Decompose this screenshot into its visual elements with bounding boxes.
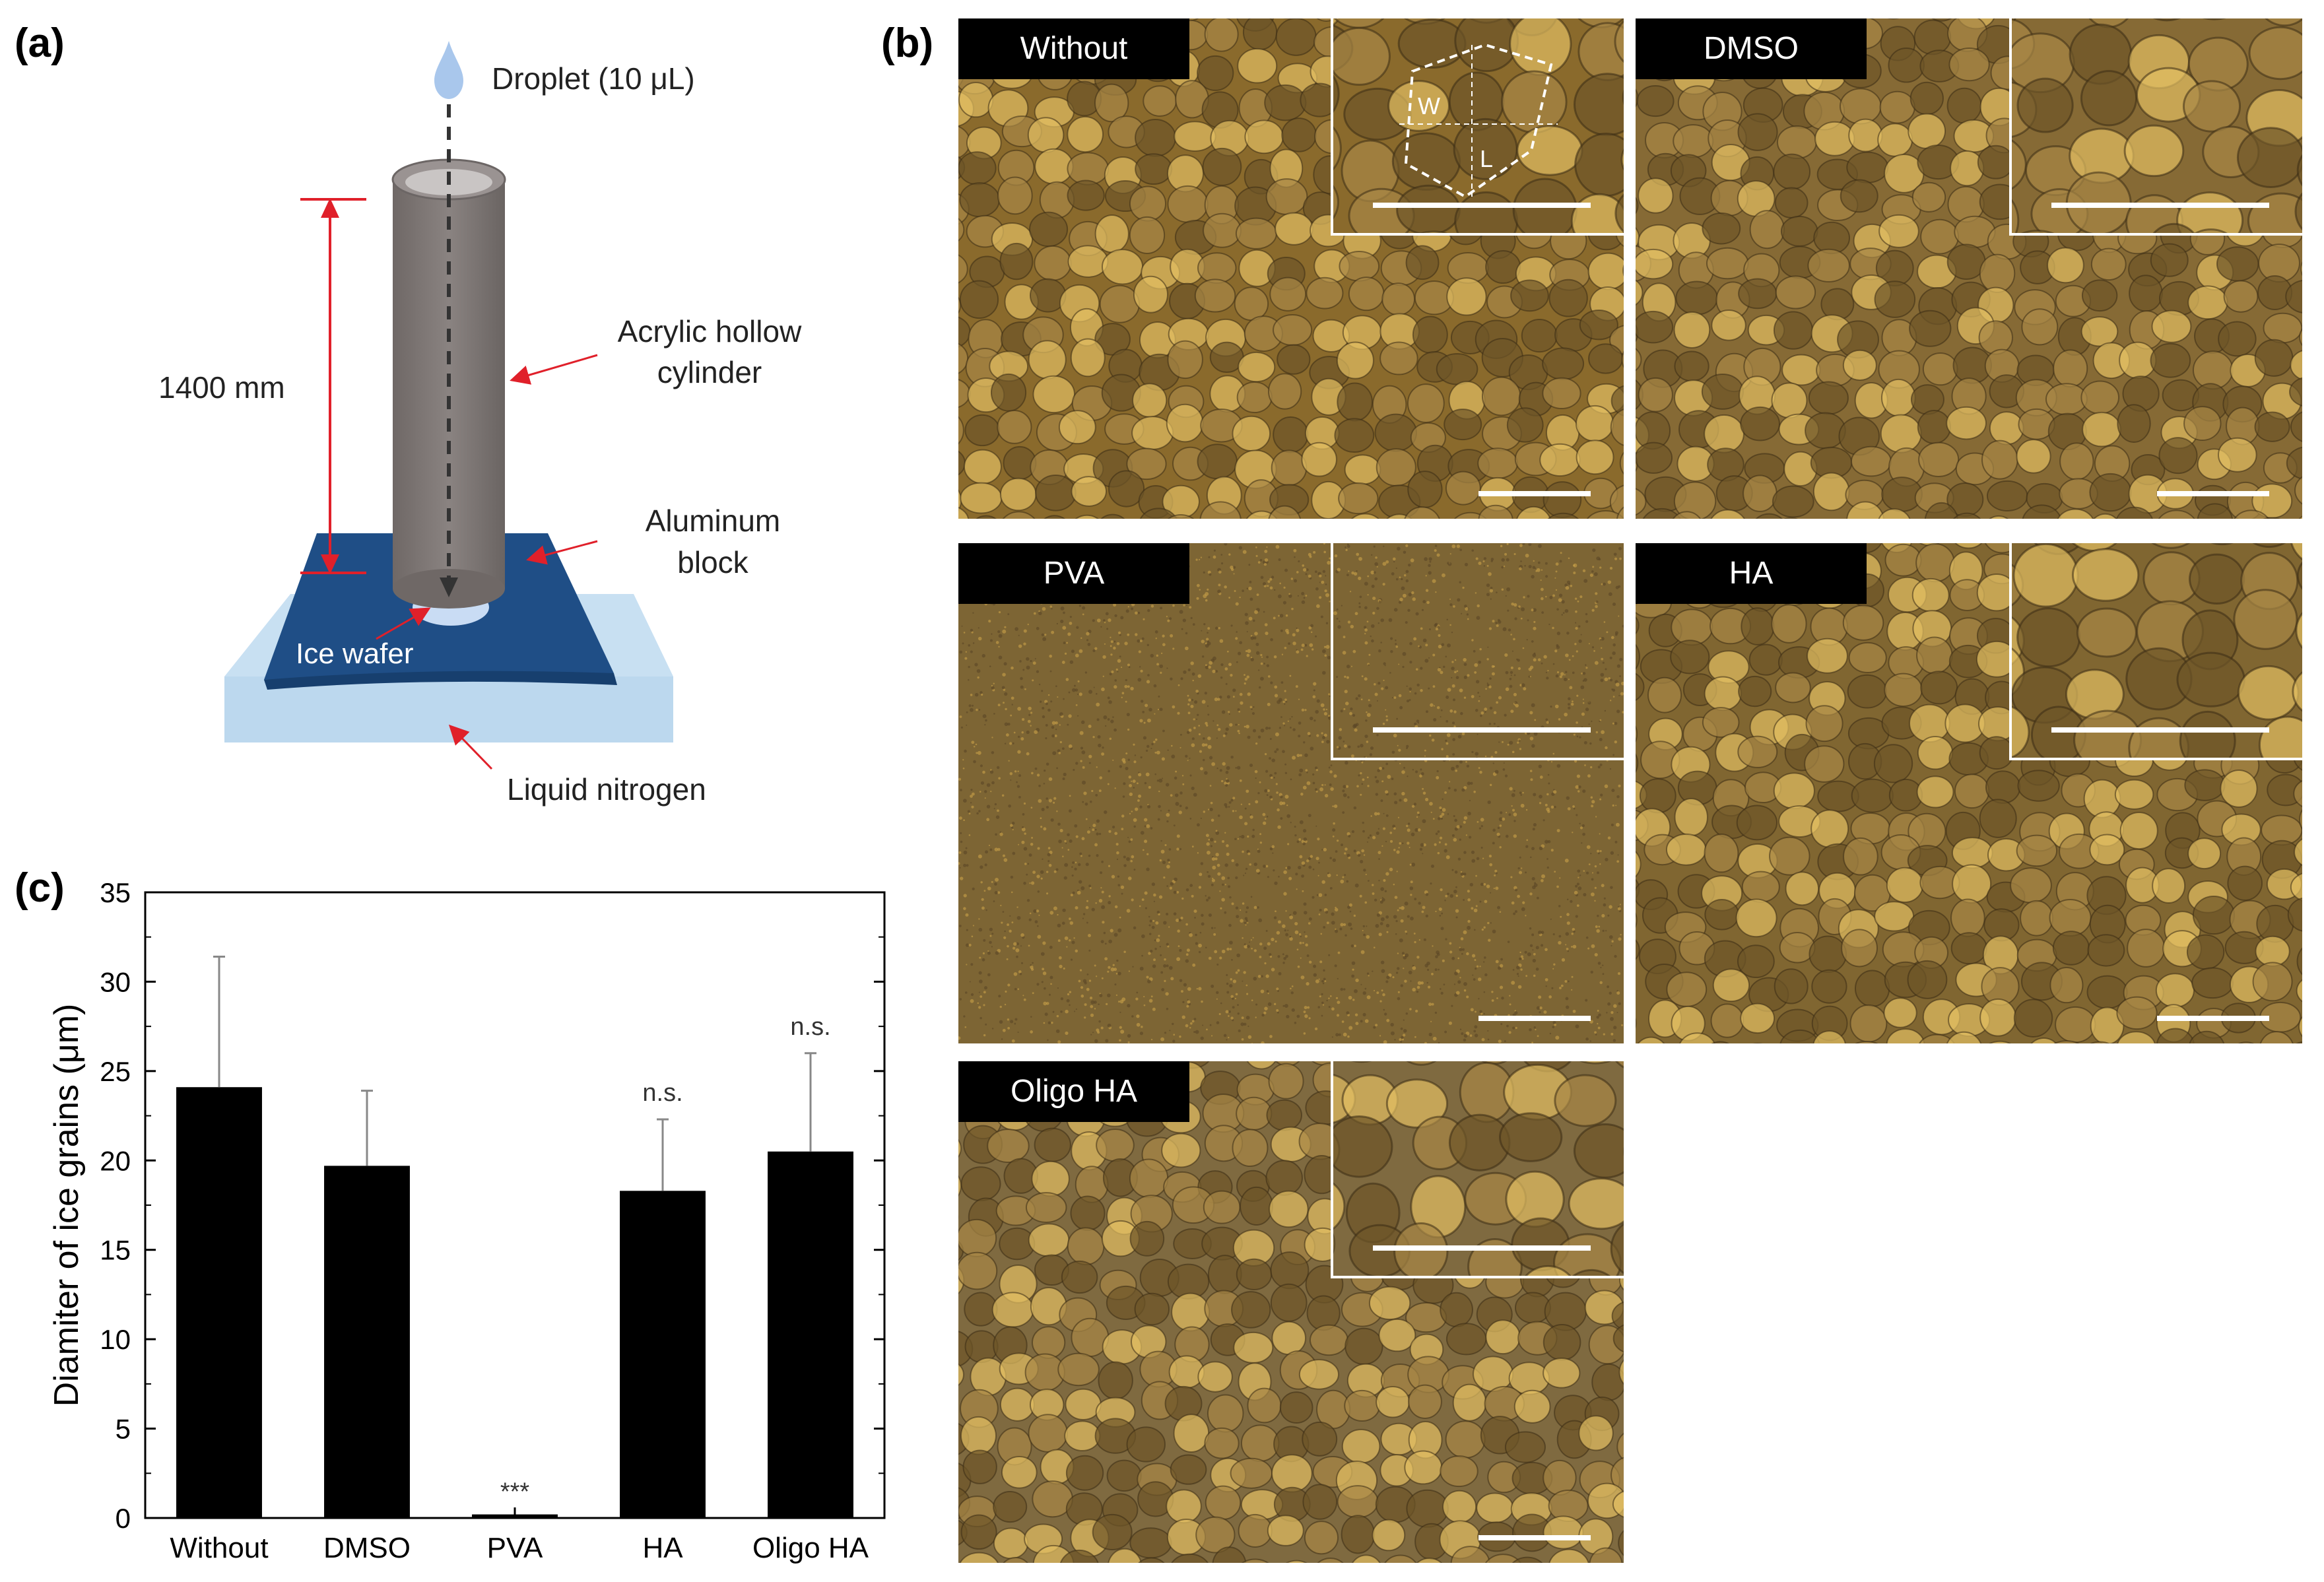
significance-label: n.s. xyxy=(642,1079,682,1107)
liquid-nitrogen-bath xyxy=(224,676,673,742)
micrograph-pva: PVA xyxy=(958,543,1624,1043)
micrograph-label: Oligo HA xyxy=(958,1061,1189,1122)
block-label-1: Aluminum xyxy=(646,504,781,538)
scale-bar xyxy=(2157,491,2269,496)
y-tick-label: 0 xyxy=(116,1503,131,1534)
y-tick-label: 5 xyxy=(116,1414,131,1445)
micrograph-oligo-ha: Oligo HA xyxy=(958,1061,1624,1563)
micrograph-label: Without xyxy=(958,18,1189,79)
micrograph-inset xyxy=(1331,1061,1624,1278)
micrograph-label: DMSO xyxy=(1636,18,1867,79)
inset-letter-l: L xyxy=(1480,145,1493,172)
micrograph-inset xyxy=(2009,18,2302,236)
scale-bar xyxy=(1478,1535,1591,1540)
micrograph-dmso: DMSO xyxy=(1636,18,2302,519)
y-tick-label: 20 xyxy=(100,1145,131,1176)
block-label-2: block xyxy=(677,545,748,579)
inset-scale-bar xyxy=(2051,203,2269,208)
significance-label: *** xyxy=(500,1478,530,1506)
x-tick-label: Oligo HA xyxy=(752,1532,869,1564)
y-tick-label: 15 xyxy=(100,1235,131,1266)
bar-ha xyxy=(620,1191,706,1518)
inset-scale-bar xyxy=(1373,727,1591,733)
x-tick-label: PVA xyxy=(487,1532,543,1564)
micrograph-label: PVA xyxy=(958,543,1189,604)
panel-label-c: (c) xyxy=(15,865,65,911)
scale-bar xyxy=(1478,491,1591,496)
bar-dmso xyxy=(324,1166,410,1518)
y-tick-label: 10 xyxy=(100,1324,131,1355)
y-tick-label: 30 xyxy=(100,966,131,997)
apparatus-diagram: Droplet (10 μL) 1400 mm Acrylic hollow c… xyxy=(158,41,802,807)
y-axis-label: Diamiter of ice grains (μm) xyxy=(48,1004,86,1407)
droplet-label: Droplet (10 μL) xyxy=(492,61,695,96)
x-tick-label: DMSO xyxy=(323,1532,411,1564)
panel-label-b: (b) xyxy=(881,20,934,66)
inset-scale-bar xyxy=(1373,1245,1591,1251)
significance-label: n.s. xyxy=(790,1013,830,1041)
x-tick-label: Without xyxy=(170,1532,268,1564)
liquid-nitrogen-label: Liquid nitrogen xyxy=(507,772,706,807)
bar-without xyxy=(176,1087,262,1518)
bar-oligo-ha xyxy=(768,1151,853,1518)
micrograph-without: W L Without xyxy=(958,18,1624,519)
cylinder-label-2: cylinder xyxy=(657,355,762,389)
scale-bar xyxy=(1478,1016,1591,1021)
micrograph-inset: W L xyxy=(1331,18,1624,236)
inset-scale-bar xyxy=(1373,203,1591,208)
ice-grain-bar-chart: 0 5 10 15 20 25 30 35 Diamiter of ice grains (μm… xyxy=(48,877,886,1564)
cylinder-label-1: Acrylic hollow xyxy=(618,314,802,348)
panel-label-a: (a) xyxy=(15,20,65,66)
inset-scale-bar xyxy=(2051,727,2269,733)
y-tick-label: 25 xyxy=(100,1056,131,1087)
droplet-icon xyxy=(434,41,463,99)
height-label: 1400 mm xyxy=(158,370,285,405)
x-tick-label: HA xyxy=(642,1532,683,1564)
ice-wafer-label: Ice wafer xyxy=(296,638,414,670)
micrograph-ha: HA xyxy=(1636,543,2302,1043)
scale-bar xyxy=(2157,1016,2269,1021)
micrograph-inset xyxy=(1331,543,1624,760)
inset-letter-w: W xyxy=(1418,92,1440,119)
y-tick-label: 35 xyxy=(100,877,131,908)
micrograph-inset xyxy=(2009,543,2302,760)
micrograph-label: HA xyxy=(1636,543,1867,604)
